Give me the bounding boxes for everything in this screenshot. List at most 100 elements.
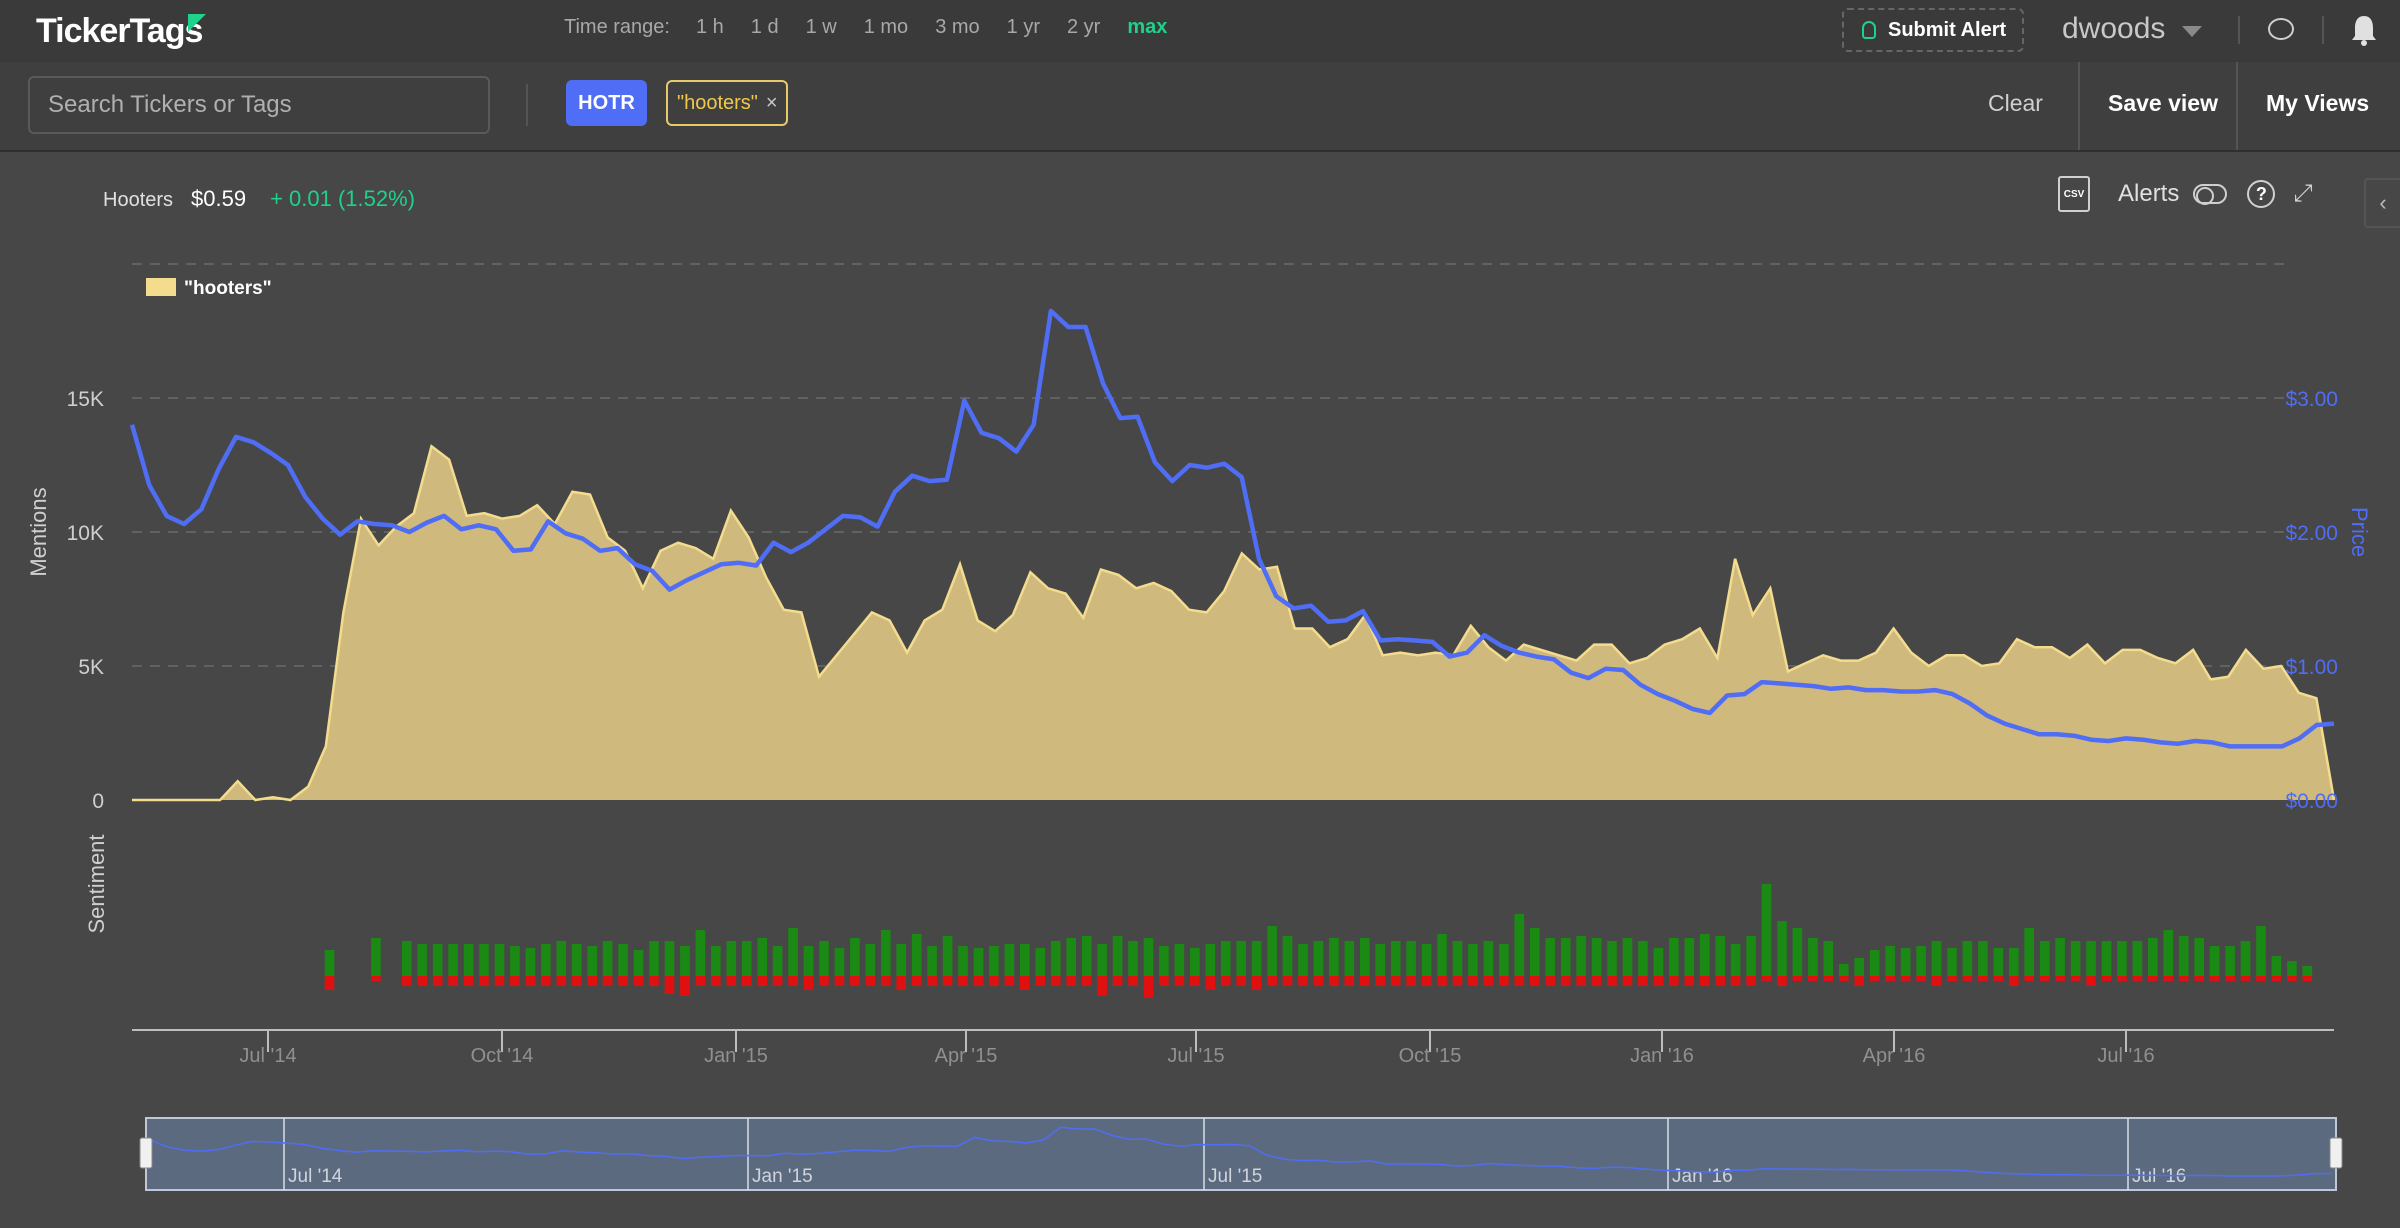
submit-alert-button[interactable]: Submit Alert — [1842, 8, 2024, 52]
sentiment-positive-bar — [726, 941, 737, 976]
sentiment-positive-bar — [1128, 941, 1138, 976]
expand-icon[interactable]: ⤢ — [2293, 180, 2313, 207]
sentiment-positive-bar — [1468, 944, 1478, 976]
sentiment-positive-bar — [664, 941, 675, 976]
sentiment-positive-bar — [402, 941, 412, 976]
sentiment-positive-bar — [1112, 936, 1123, 976]
ticker-chip[interactable]: HOTR — [566, 80, 647, 126]
time-range-1yr[interactable]: 1 yr — [1006, 16, 1040, 38]
price-change: + 0.01 (1.52%) — [270, 186, 416, 211]
sentiment-negative-bar — [741, 976, 752, 986]
sentiment-positive-bar — [2302, 966, 2313, 976]
sentiment-negative-bar — [788, 976, 798, 986]
sentiment-negative-bar — [1421, 976, 1432, 986]
sentiment-negative-bar — [1406, 976, 1416, 986]
bell-icon[interactable] — [2350, 14, 2378, 46]
close-icon[interactable]: × — [765, 91, 778, 114]
y-tick-label: 0 — [92, 790, 104, 813]
sentiment-negative-bar — [633, 976, 644, 986]
sentiment-negative-bar — [1792, 976, 1803, 981]
sentiment-positive-bar — [695, 930, 706, 976]
legend[interactable]: "hooters" — [146, 278, 272, 299]
time-range-3mo[interactable]: 3 mo — [935, 16, 980, 38]
csv-download-icon[interactable]: CSV — [2058, 176, 2090, 212]
chat-bubble-icon[interactable] — [2268, 18, 2294, 40]
sentiment-negative-bar — [1808, 976, 1818, 981]
sentiment-positive-bar — [525, 948, 536, 976]
chevron-down-icon[interactable] — [2182, 26, 2202, 37]
sentiment-positive-bar — [1545, 938, 1555, 976]
divider — [526, 84, 528, 126]
time-range-1d[interactable]: 1 d — [750, 16, 779, 38]
time-range-1h[interactable]: 1 h — [695, 16, 724, 38]
sentiment-negative-bar — [2070, 976, 2081, 981]
sentiment-positive-bar — [2117, 941, 2127, 976]
sentiment-positive-bar — [2101, 941, 2112, 976]
sentiment-positive-bar — [556, 941, 567, 976]
sentiment-negative-bar — [1730, 976, 1741, 986]
sentiment-negative-bar — [1699, 976, 1710, 986]
collapse-panel-button[interactable]: ‹ — [2364, 178, 2400, 228]
alerts-toggle[interactable] — [2193, 184, 2228, 205]
time-range-1mo[interactable]: 1 mo — [863, 16, 909, 38]
navigator-tick-label: Jul '15 — [1208, 1166, 1262, 1187]
sentiment-positive-bar — [1421, 944, 1432, 976]
sentiment-positive-bar — [1715, 936, 1725, 976]
sentiment-positive-bar — [2209, 946, 2220, 976]
sentiment-positive-bar — [1947, 948, 1957, 976]
sentiment-positive-bar — [602, 941, 613, 976]
help-icon[interactable]: ? — [2247, 180, 2276, 208]
sentiment-negative-bar — [942, 976, 953, 986]
y-tick-label: 10K — [67, 522, 104, 545]
sentiment-positive-bar — [788, 928, 798, 976]
sentiment-positive-bar — [1869, 950, 1880, 976]
sentiment-negative-bar — [881, 976, 891, 986]
sentiment-negative-bar — [1854, 976, 1864, 986]
sentiment-positive-bar — [1081, 936, 1092, 976]
sentiment-negative-bar — [1885, 976, 1895, 981]
navigator-selection[interactable] — [145, 1117, 2337, 1191]
tag-chip[interactable]: "hooters" × — [666, 80, 788, 126]
sentiment-positive-bar — [1360, 938, 1370, 976]
sentiment-positive-bar — [1236, 941, 1246, 976]
time-range-1w[interactable]: 1 w — [805, 16, 837, 38]
sentiment-positive-bar — [417, 944, 427, 976]
sentiment-positive-bar — [1066, 938, 1076, 976]
navigator-left-handle[interactable] — [139, 1137, 153, 1169]
sentiment-negative-bar — [1313, 976, 1324, 986]
navigator-right-handle[interactable] — [2329, 1137, 2343, 1169]
time-range-2yr[interactable]: 2 yr — [1067, 16, 1101, 38]
user-menu[interactable]: dwoods — [2062, 12, 2166, 45]
sentiment-negative-bar — [602, 976, 613, 986]
sentiment-negative-bar — [1143, 976, 1154, 998]
sentiment-positive-bar — [1251, 941, 1262, 976]
sentiment-positive-bar — [510, 946, 520, 976]
sentiment-positive-bar — [2070, 941, 2081, 976]
sentiment-positive-bar — [1792, 928, 1803, 976]
app-logo[interactable]: TickerTags — [36, 12, 203, 50]
sentiment-negative-bar — [1128, 976, 1138, 986]
search-input[interactable] — [28, 76, 490, 134]
sentiment-negative-bar — [1035, 976, 1046, 986]
sentiment-negative-bar — [1746, 976, 1756, 986]
sentiment-positive-bar — [1931, 941, 1942, 976]
sentiment-positive-bar — [989, 946, 999, 976]
sentiment-negative-bar — [2163, 976, 2174, 981]
sentiment-negative-bar — [1468, 976, 1478, 986]
sentiment-negative-bar — [680, 976, 690, 996]
mentions-area-layer — [132, 444, 2336, 802]
sentiment-positive-bar — [1298, 944, 1308, 976]
sentiment-positive-bar — [479, 944, 489, 976]
my-views-button[interactable]: My Views — [2266, 90, 2370, 116]
sentiment-positive-bar — [757, 938, 767, 976]
sentiment-positive-bar — [1514, 914, 1525, 976]
sentiment-negative-bar — [2178, 976, 2189, 981]
sentiment-negative-bar — [525, 976, 536, 986]
sentiment-positive-bar — [1282, 936, 1293, 976]
time-range-max[interactable]: max — [1127, 16, 1168, 38]
save-view-button[interactable]: Save view — [2108, 90, 2218, 116]
sentiment-negative-bar — [2240, 976, 2251, 981]
range-navigator[interactable]: Jul '14 Jan '15 Jul '15 Jan '16 Jul '16 — [139, 1117, 2343, 1191]
clear-button[interactable]: Clear — [1988, 90, 2043, 116]
lightbulb-icon — [1862, 21, 1876, 39]
